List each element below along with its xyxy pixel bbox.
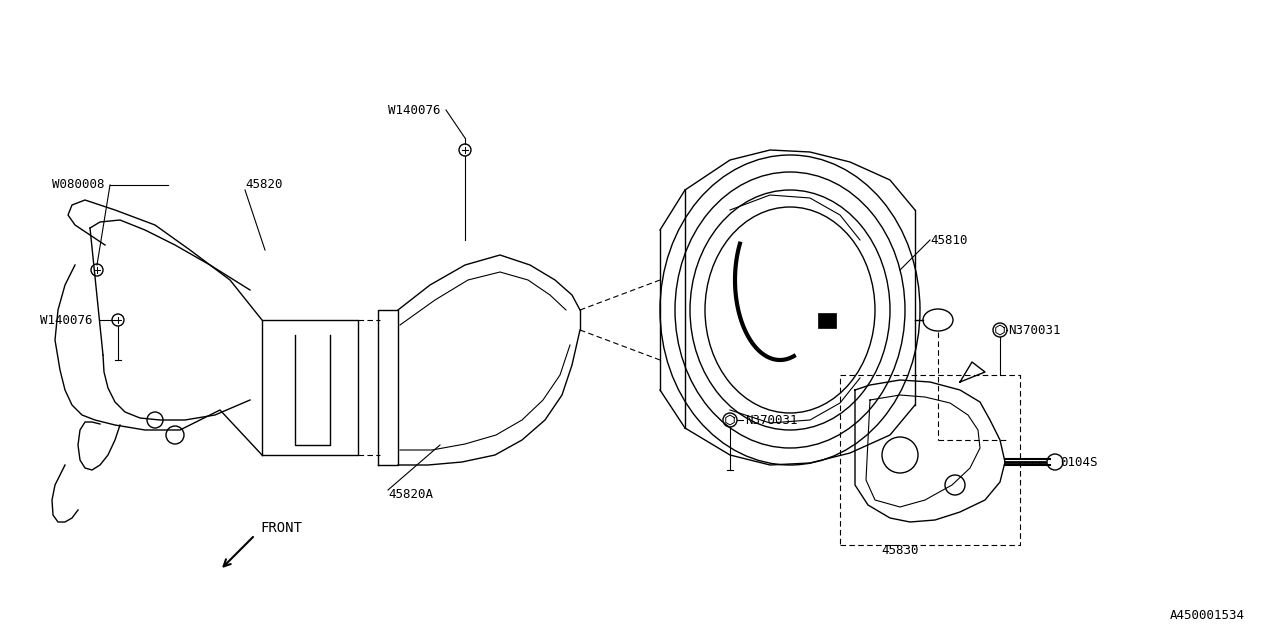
Text: 0104S: 0104S: [1060, 456, 1097, 468]
Text: FRONT: FRONT: [260, 521, 302, 535]
Text: 45810: 45810: [931, 234, 968, 246]
Text: A450001534: A450001534: [1170, 609, 1245, 622]
Text: 45820: 45820: [244, 179, 283, 191]
Text: 45820A: 45820A: [388, 488, 433, 502]
Text: N370031: N370031: [745, 413, 797, 426]
FancyBboxPatch shape: [818, 313, 836, 328]
Text: W140076: W140076: [40, 314, 92, 326]
Text: 45830: 45830: [881, 543, 919, 557]
Text: N370031: N370031: [1009, 323, 1061, 337]
Text: W140076: W140076: [388, 104, 440, 116]
Text: W080008: W080008: [52, 179, 105, 191]
